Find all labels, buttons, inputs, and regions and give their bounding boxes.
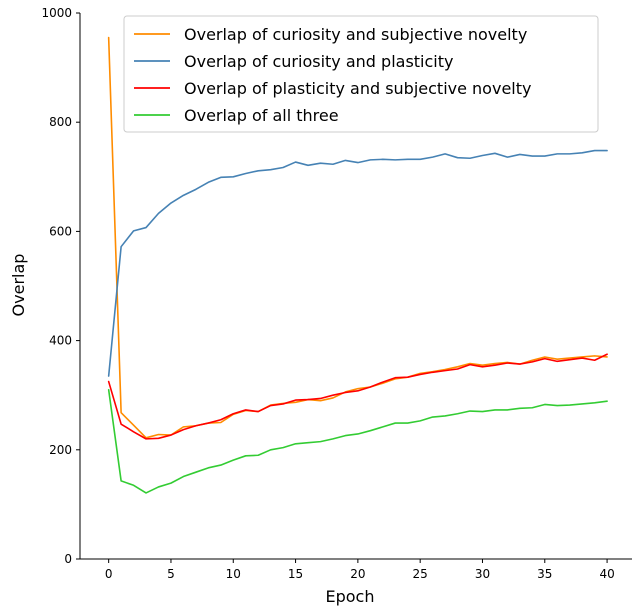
y-tick-label: 200 (49, 443, 72, 457)
y-axis-label: Overlap (9, 254, 28, 317)
x-axis-label: Epoch (326, 587, 375, 606)
x-tick-label: 15 (288, 567, 303, 581)
legend-box (123, 15, 599, 133)
x-tick-label: 5 (167, 567, 175, 581)
series-line-4 (107, 388, 608, 494)
y-tick-label: 800 (49, 115, 72, 129)
x-tick-label: 0 (105, 567, 113, 581)
x-tick-label: 30 (475, 567, 490, 581)
series-layer (107, 36, 608, 494)
x-tick-label: 35 (537, 567, 552, 581)
legend: Overlap of curiosity and subjective nove… (123, 15, 599, 133)
y-tick-label: 0 (64, 552, 72, 566)
x-tick-label: 10 (226, 567, 241, 581)
legend-label-2: Overlap of curiosity and plasticity (184, 52, 453, 71)
y-tick-label: 1000 (41, 6, 72, 20)
legend-label-1: Overlap of curiosity and subjective nove… (184, 25, 527, 44)
y-tick-label: 600 (49, 224, 72, 238)
legend-label-3: Overlap of plasticity and subjective nov… (184, 79, 531, 98)
y-tick-label: 400 (49, 334, 72, 348)
x-tick-label: 25 (413, 567, 428, 581)
x-tick-label: 20 (350, 567, 365, 581)
axes (79, 13, 632, 560)
series-line-2 (107, 149, 608, 377)
series-line-3 (107, 353, 608, 440)
x-tick-label: 40 (599, 567, 614, 581)
legend-label-4: Overlap of all three (184, 106, 339, 125)
